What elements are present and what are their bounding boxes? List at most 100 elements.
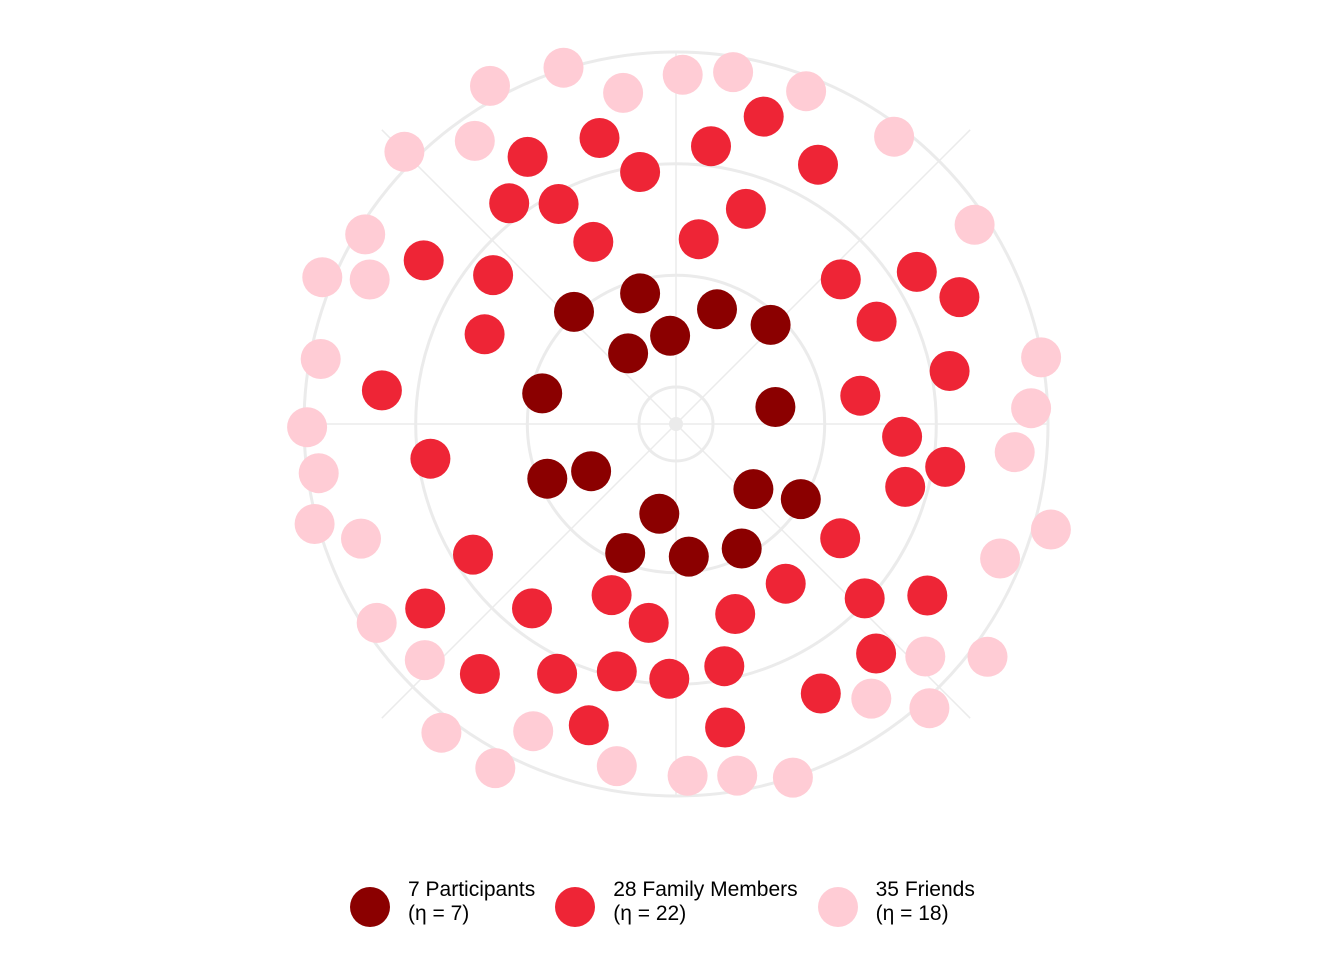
data-point-participant bbox=[620, 273, 661, 314]
data-point-family-member bbox=[844, 578, 885, 619]
data-point-family-member bbox=[464, 314, 505, 355]
data-point-family-member bbox=[896, 251, 937, 292]
data-point-participant bbox=[755, 387, 796, 427]
data-point-family-member bbox=[473, 255, 514, 296]
data-point-friend bbox=[994, 432, 1035, 473]
data-point-friend bbox=[667, 755, 708, 796]
data-point-family-member bbox=[596, 651, 637, 692]
data-point-friend bbox=[341, 518, 381, 559]
data-point-friend bbox=[345, 214, 386, 255]
data-point-participant bbox=[608, 333, 649, 374]
data-point-participant bbox=[750, 304, 791, 345]
legend-name-participants: 7 Participants bbox=[408, 878, 536, 901]
data-points bbox=[287, 47, 1071, 798]
data-point-family-member bbox=[939, 277, 980, 318]
data-point-family-member bbox=[410, 438, 451, 479]
data-point-family-member bbox=[882, 416, 923, 457]
data-point-friend bbox=[298, 453, 339, 494]
data-point-family-member bbox=[403, 240, 444, 281]
data-point-participant bbox=[721, 528, 762, 569]
data-point-participant bbox=[554, 291, 594, 332]
data-point-family-member bbox=[691, 126, 731, 167]
data-point-family-member bbox=[820, 518, 861, 559]
data-point-family-member bbox=[885, 466, 926, 507]
data-point-family-member bbox=[459, 654, 500, 694]
legend-name-family: 28 Family Members bbox=[613, 878, 798, 901]
data-point-family-member bbox=[725, 188, 766, 229]
data-point-friend bbox=[421, 712, 462, 753]
data-point-family-member bbox=[405, 588, 446, 629]
data-point-family-member bbox=[537, 653, 578, 694]
grid-spoke bbox=[381, 129, 677, 425]
data-point-family-member bbox=[715, 594, 756, 634]
legend-key-family bbox=[555, 887, 596, 927]
data-point-family-member bbox=[579, 118, 620, 158]
data-point-family-member bbox=[512, 588, 552, 629]
legend-key-participants bbox=[350, 887, 390, 927]
data-point-family-member bbox=[925, 446, 966, 487]
data-point-friend bbox=[349, 259, 390, 300]
data-point-friend bbox=[713, 52, 754, 93]
data-point-participant bbox=[605, 533, 646, 573]
legend-item-friends: 35 Friends (η = 18) bbox=[817, 878, 975, 927]
data-point-family-member bbox=[649, 658, 690, 699]
data-point-friend bbox=[980, 538, 1021, 579]
data-point-participant bbox=[522, 373, 563, 414]
polar-grid bbox=[302, 50, 1050, 798]
data-point-friend bbox=[772, 757, 813, 798]
data-point-family-member bbox=[361, 370, 402, 411]
data-point-family-member bbox=[929, 351, 970, 391]
data-point-friend bbox=[302, 257, 343, 298]
data-point-friend bbox=[470, 65, 510, 106]
legend-count-family: (η = 22) bbox=[613, 902, 687, 925]
data-point-friend bbox=[454, 120, 495, 161]
data-point-family-member bbox=[704, 646, 745, 687]
legend-count-participants: (η = 7) bbox=[408, 902, 470, 925]
data-point-participant bbox=[650, 315, 691, 356]
data-point-friend bbox=[294, 504, 335, 544]
data-point-family-member bbox=[907, 575, 948, 616]
legend-name-friends: 35 Friends bbox=[875, 878, 975, 901]
data-point-participant bbox=[527, 458, 568, 499]
data-point-friend bbox=[603, 72, 644, 113]
legend-label-friends: 35 Friends (η = 18) bbox=[876, 878, 975, 926]
legend-item-family: 28 Family Members (η = 22) bbox=[555, 878, 798, 927]
data-point-participant bbox=[571, 451, 612, 492]
data-point-friend bbox=[874, 116, 915, 157]
data-point-friend bbox=[1030, 509, 1071, 550]
data-point-participant bbox=[780, 479, 821, 520]
data-point-family-member bbox=[840, 375, 881, 416]
data-point-friend bbox=[662, 54, 703, 95]
data-point-participant bbox=[697, 289, 737, 330]
legend-label-family: 28 Family Members (η = 22) bbox=[613, 878, 797, 926]
data-point-family-member bbox=[678, 219, 719, 260]
legend-count-friends: (η = 18) bbox=[875, 902, 949, 925]
data-point-friend bbox=[905, 636, 946, 677]
data-point-family-member bbox=[620, 152, 661, 192]
data-point-friend bbox=[300, 339, 341, 379]
data-point-family-member bbox=[538, 184, 579, 224]
data-point-friend bbox=[1011, 388, 1052, 429]
data-point-friend bbox=[475, 748, 516, 789]
data-point-friend bbox=[356, 602, 397, 643]
data-point-friend bbox=[404, 640, 445, 681]
data-point-family-member bbox=[856, 633, 897, 674]
data-point-family-member bbox=[856, 301, 897, 342]
data-point-family-member bbox=[705, 707, 746, 748]
data-point-family-member bbox=[765, 563, 806, 604]
data-point-family-member bbox=[628, 602, 669, 643]
data-point-family-member bbox=[591, 575, 632, 616]
data-point-friend bbox=[596, 746, 637, 787]
data-point-friend bbox=[1021, 337, 1062, 378]
data-point-family-member bbox=[507, 136, 548, 177]
data-point-friend bbox=[786, 71, 827, 112]
data-point-family-member bbox=[820, 259, 861, 300]
data-point-family-member bbox=[573, 221, 614, 262]
data-point-family-member bbox=[743, 96, 784, 137]
data-point-family-member bbox=[489, 183, 530, 224]
legend-label-participants: 7 Participants (η = 7) bbox=[408, 878, 535, 926]
data-point-friend bbox=[513, 711, 554, 752]
data-point-participant bbox=[668, 536, 709, 577]
data-point-participant bbox=[733, 469, 774, 510]
